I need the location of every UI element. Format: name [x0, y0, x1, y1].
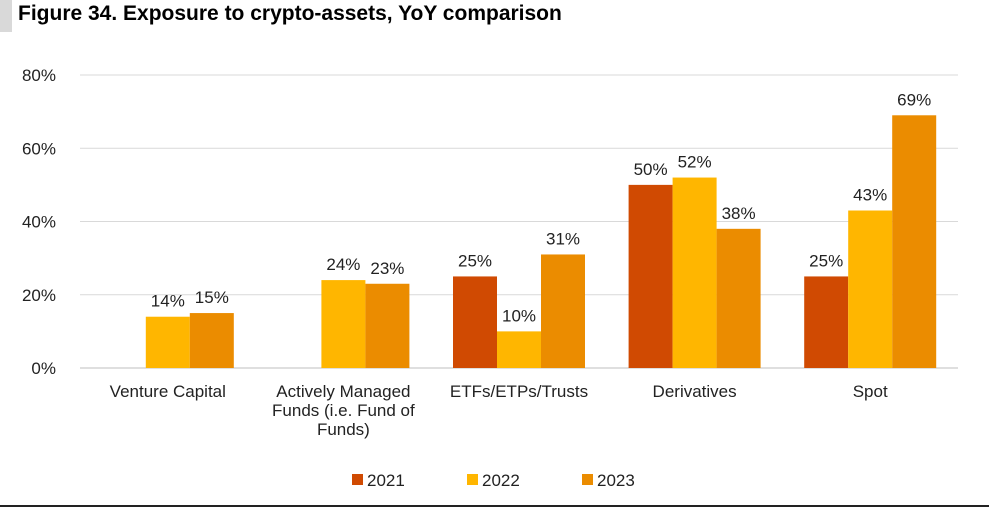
bar-2023	[365, 283, 410, 368]
data-label: 25%	[458, 251, 492, 270]
bar-2021	[804, 276, 849, 368]
data-label: 14%	[151, 292, 185, 311]
bar-2023	[892, 115, 937, 368]
y-tick-label: 80%	[22, 66, 56, 85]
legend-label: 2022	[482, 471, 520, 490]
x-category-label: Venture Capital	[110, 382, 226, 401]
y-tick-label: 0%	[31, 359, 56, 378]
data-label: 25%	[809, 251, 843, 270]
bar-2022	[321, 280, 366, 368]
title-accent-bar	[0, 0, 12, 32]
data-label: 15%	[195, 288, 229, 307]
y-axis: 0% 20% 40% 60% 80%	[22, 66, 56, 378]
legend-label: 2021	[367, 471, 405, 490]
bar-2023	[541, 254, 585, 368]
y-tick-label: 40%	[22, 213, 56, 232]
data-label: 43%	[853, 186, 887, 205]
bars	[145, 115, 937, 368]
y-tick-label: 60%	[22, 139, 56, 158]
bar-2021	[453, 276, 497, 368]
data-label: 38%	[722, 204, 756, 223]
bar-2022	[672, 177, 717, 368]
bar-2022	[497, 331, 541, 368]
bar-2021	[628, 184, 673, 368]
data-label: 10%	[502, 306, 536, 325]
x-category-label: Funds (i.e. Fund of	[272, 401, 415, 420]
legend-swatch-2021	[352, 474, 363, 485]
data-label: 31%	[546, 229, 580, 248]
data-label: 23%	[370, 259, 404, 278]
data-label: 24%	[326, 255, 360, 274]
legend: 2021 2022 2023	[352, 471, 635, 490]
x-category-label: Spot	[853, 382, 888, 401]
y-tick-label: 20%	[22, 286, 56, 305]
bar-2023	[189, 313, 234, 368]
bar-2023	[716, 228, 761, 368]
bottom-divider	[0, 505, 989, 507]
data-label: 50%	[634, 160, 668, 179]
legend-swatch-2022	[467, 474, 478, 485]
x-category-label: Funds)	[317, 420, 370, 439]
data-label: 69%	[897, 90, 931, 109]
x-category-label: Actively Managed	[276, 382, 410, 401]
figure-title: Figure 34. Exposure to crypto-assets, Yo…	[18, 2, 562, 25]
bar-2022	[145, 316, 190, 368]
x-category-label: ETFs/ETPs/Trusts	[450, 382, 588, 401]
bar-2022	[848, 210, 893, 368]
x-category-label: Derivatives	[653, 382, 737, 401]
legend-label: 2023	[597, 471, 635, 490]
data-label: 52%	[678, 153, 712, 172]
data-labels: 14% 15% 24% 23% 25% 10% 31% 50% 52% 38% 25% 43% 69%	[151, 90, 931, 325]
legend-swatch-2023	[582, 474, 593, 485]
